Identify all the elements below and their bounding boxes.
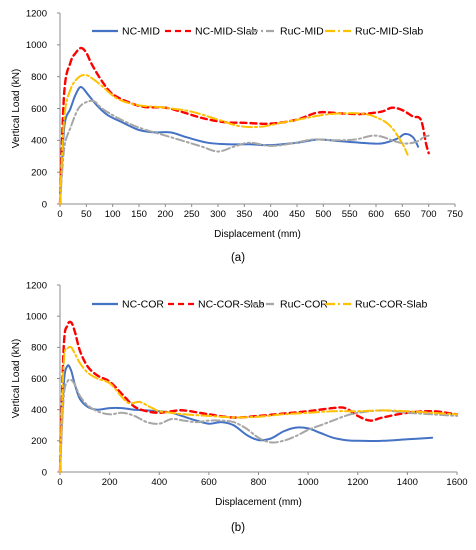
y-axis-title: Vertical Load (kN) [11,69,22,148]
y-tick-label: 200 [31,436,47,447]
x-tick-label: 100 [105,209,121,220]
legend-label: NC-MID [122,26,160,38]
y-tick-label: 1200 [26,8,47,19]
x-tick-label: 350 [236,209,252,220]
legend-label: NC-MID-Slab [195,26,258,38]
x-tick-label: 550 [342,209,358,220]
chart-a: 0 200 400 600 800 1000 1200 0 50 100 150 200 250 300 3… [0,0,476,275]
x-tick-label: 650 [394,209,410,220]
y-tick-label: 600 [31,374,47,385]
y-tick-label: 1000 [26,311,47,322]
x-tick-label: 800 [251,477,267,488]
x-tick-label: 750 [447,209,463,220]
x-tick-label: 0 [57,209,62,220]
series-line-ruc-cor-slab [60,347,457,472]
x-tick-label: 150 [131,209,147,220]
y-tick-label: 400 [31,405,47,416]
x-tick-label: 700 [421,209,437,220]
legend-label: RuC-MID [280,26,324,38]
x-tick-label: 400 [151,477,167,488]
y-tick-label: 600 [31,104,47,115]
y-axis-title: Vertical Load (kN) [11,339,22,418]
x-axis-title: Displacement (mm) [214,229,301,240]
y-tick-label: 200 [31,167,47,178]
x-tick-label: 1400 [397,477,418,488]
x-tick-label: 250 [184,209,200,220]
x-tick-label: 450 [289,209,305,220]
x-tick-label: 600 [201,477,217,488]
x-tick-label: 1000 [298,477,319,488]
chart-b: 0 200 400 600 800 1000 1200 0 200 400 600 800 1000 12… [0,275,476,550]
y-tick-label: 0 [42,467,47,478]
x-tick-label: 500 [315,209,331,220]
x-tick-label: 1600 [446,477,467,488]
y-tick-label: 400 [31,136,47,147]
legend-label: RuC-MID-Slab [355,26,423,38]
x-tick-label: 1200 [347,477,368,488]
chart-caption: (a) [231,252,245,264]
x-tick-label: 0 [57,477,62,488]
x-tick-label: 300 [210,209,226,220]
legend-label: RuC-COR [280,299,328,311]
x-tick-label: 400 [263,209,279,220]
y-tick-label: 800 [31,72,47,83]
x-tick-label: 600 [368,209,384,220]
x-axis-title: Displacement (mm) [215,497,302,508]
chart-caption: (b) [231,522,245,534]
x-tick-label: 50 [81,209,92,220]
legend-label: NC-COR [122,299,164,311]
series-line-nc-cor-slab [60,322,457,472]
y-tick-label: 1200 [26,280,47,291]
legend-label: RuC-COR-Slab [355,299,428,311]
x-tick-label: 200 [102,477,118,488]
y-tick-label: 1000 [26,40,47,51]
y-tick-label: 0 [42,199,47,210]
x-tick-label: 200 [157,209,173,220]
y-tick-label: 800 [31,343,47,354]
